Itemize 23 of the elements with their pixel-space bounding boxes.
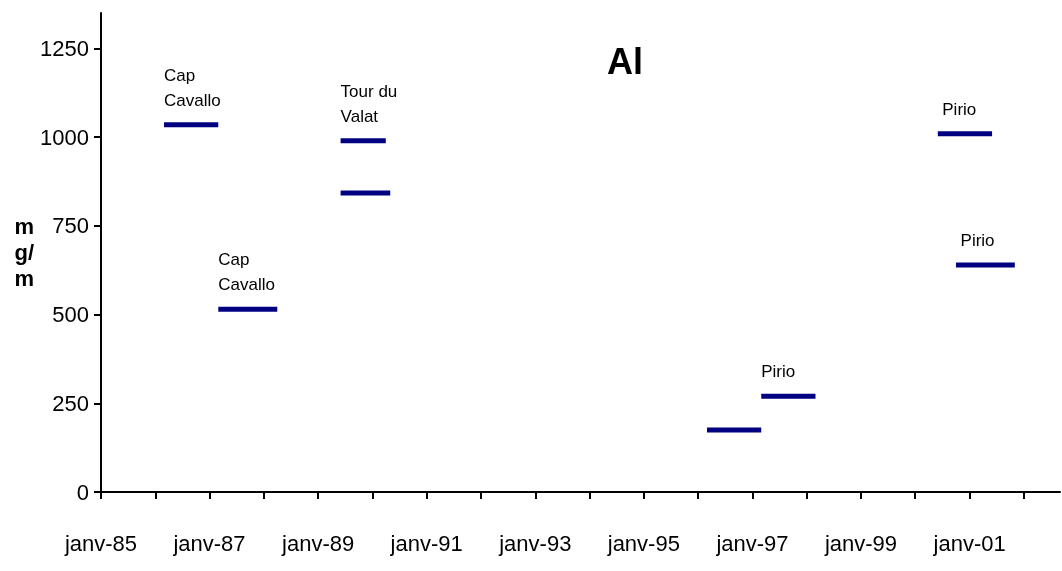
y-tick-label: 250 bbox=[52, 390, 89, 416]
annotation: Cap Cavallo bbox=[218, 250, 275, 295]
annotation: Tour du Valat bbox=[340, 81, 398, 126]
x-tick-label: janv-93 bbox=[498, 530, 572, 556]
x-tick-label: janv-89 bbox=[281, 530, 355, 556]
x-tick-label: janv-91 bbox=[389, 530, 463, 556]
y-axis-title: m g/ m bbox=[14, 214, 35, 291]
annotation: Cap Cavallo bbox=[164, 65, 221, 110]
annotation: Pirio bbox=[761, 362, 796, 382]
x-tick-label: janv-99 bbox=[823, 530, 898, 556]
x-tick-label: janv-95 bbox=[606, 530, 680, 556]
annotation: Pirio bbox=[960, 230, 995, 250]
text: Al bbox=[607, 40, 643, 82]
y-tick-label: 1250 bbox=[40, 35, 89, 61]
annotation: Pirio bbox=[942, 99, 977, 119]
y-tick-label: 1000 bbox=[40, 124, 89, 150]
x-tick-label: janv-85 bbox=[63, 530, 138, 556]
y-tick-label: 750 bbox=[52, 213, 89, 239]
x-tick-label: janv-01 bbox=[932, 530, 1006, 556]
y-tick-label: 500 bbox=[52, 302, 89, 328]
y-tick-label: 0 bbox=[76, 479, 89, 505]
x-tick-label: janv-97 bbox=[715, 530, 789, 556]
x-tick-label: janv-87 bbox=[172, 530, 246, 556]
